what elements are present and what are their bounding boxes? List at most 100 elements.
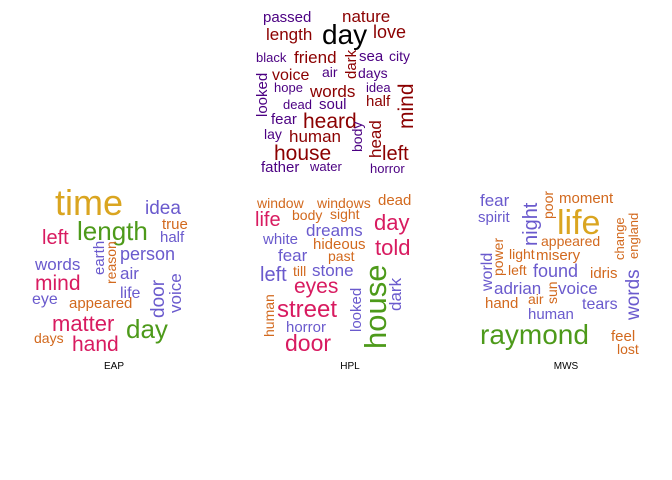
word-top-words: words <box>309 82 355 101</box>
word-hpl-life: life <box>255 209 281 231</box>
word-hpl-dark: dark <box>386 277 405 311</box>
word-mws-power: power <box>490 238 506 276</box>
word-mws-sun: sun <box>544 281 560 304</box>
word-top-heard: heard <box>303 110 357 133</box>
word-top-idea: idea <box>366 80 391 95</box>
word-mws-light: light <box>509 246 535 262</box>
word-eap-matter: matter <box>52 311 114 336</box>
word-eap-appeared: appeared <box>69 295 132 312</box>
word-eap-air: air <box>120 264 139 283</box>
word-eap-hand: hand <box>72 333 119 356</box>
word-mws-voice: voice <box>558 279 598 298</box>
word-mws-hand: hand <box>485 295 518 312</box>
word-hpl-human: human <box>261 294 277 337</box>
word-hpl-windows: windows <box>316 195 371 211</box>
word-eap-words: words <box>34 255 80 274</box>
word-top-days: days <box>358 65 388 81</box>
word-mws-tears: tears <box>582 296 618 313</box>
word-mws-feel: feel <box>611 328 635 345</box>
word-mws-appeared: appeared <box>541 233 600 249</box>
word-top-friend: friend <box>294 48 337 67</box>
word-mws-fear: fear <box>480 191 510 210</box>
word-mws-raymond: raymond <box>480 319 589 350</box>
word-top-left: left <box>382 143 409 165</box>
word-top-fear: fear <box>271 111 297 128</box>
word-top-city: city <box>389 48 410 64</box>
word-top-half: half <box>366 93 391 110</box>
word-mws-words: words <box>623 269 644 321</box>
word-top-horror: horror <box>370 161 405 176</box>
word-hpl-fear: fear <box>278 246 308 265</box>
word-hpl-till: till <box>293 263 306 279</box>
word-mws-left: left <box>508 262 527 278</box>
caption-hpl: HPL <box>340 361 360 372</box>
cloud-hpl: window windows dead life body sight day white dr… <box>255 192 411 356</box>
word-hpl-body: body <box>292 207 322 223</box>
word-hpl-told: told <box>375 235 410 260</box>
word-top-hope: hope <box>274 80 303 95</box>
cloud-mws: fear poor moment spirit night life change engla… <box>478 190 644 357</box>
word-top-mind: mind <box>395 83 418 129</box>
word-hpl-door: door <box>285 330 331 356</box>
word-top-passed: passed <box>263 9 311 26</box>
word-eap-length: length <box>77 216 148 246</box>
word-mws-moment: moment <box>559 190 614 207</box>
word-top-love: love <box>373 22 406 42</box>
word-top-dead: dead <box>283 97 312 112</box>
word-top-water: water <box>309 159 342 174</box>
word-hpl-left: left <box>260 264 287 286</box>
caption-eap: EAP <box>104 361 124 372</box>
word-eap-mind: mind <box>35 272 81 295</box>
word-mws-human: human <box>528 306 574 323</box>
word-mws-lost: lost <box>617 341 639 357</box>
word-top-black: black <box>256 50 287 65</box>
word-eap-reason: reason <box>103 241 119 284</box>
word-top-head: head <box>366 120 385 158</box>
word-hpl-street: street <box>277 296 337 323</box>
word-hpl-past: past <box>328 248 355 264</box>
word-hpl-stone: stone <box>312 261 354 280</box>
word-hpl-sight: sight <box>330 206 360 222</box>
word-mws-england: england <box>626 213 641 259</box>
word-mws-life: life <box>557 204 600 242</box>
caption-mws: MWS <box>554 361 579 372</box>
word-eap-life: life <box>120 285 141 302</box>
word-top-lay: lay <box>264 126 282 142</box>
word-top-father: father <box>261 159 299 176</box>
word-top-looked: looked <box>254 73 271 117</box>
word-hpl-window: window <box>256 195 305 211</box>
word-eap-true: true <box>162 216 188 233</box>
word-hpl-dead: dead <box>378 192 411 209</box>
word-eap-voice: voice <box>166 273 185 313</box>
word-top-human: human <box>289 127 341 146</box>
word-top-day: day <box>322 19 367 50</box>
word-mws-world: world <box>479 253 496 292</box>
word-eap-half: half <box>160 229 185 246</box>
word-eap-eye: eye <box>32 291 58 308</box>
word-hpl-house: house <box>358 265 393 349</box>
word-mws-poor: poor <box>540 191 556 219</box>
word-eap-person: person <box>120 244 175 264</box>
word-mws-change: change <box>612 217 627 260</box>
word-hpl-day: day <box>374 210 409 235</box>
word-top-sea: sea <box>359 48 384 65</box>
word-eap-days: days <box>34 330 64 346</box>
word-eap-time: time <box>55 182 123 223</box>
word-hpl-dreams: dreams <box>306 221 363 240</box>
word-top-dark: dark <box>343 49 360 79</box>
word-eap-earth: earth <box>91 241 108 275</box>
word-hpl-white: white <box>262 231 298 248</box>
word-mws-night: night <box>520 202 542 246</box>
word-eap-left: left <box>42 227 69 249</box>
word-eap-day: day <box>126 314 168 344</box>
word-mws-idris: idris <box>590 265 618 282</box>
word-mws-misery: misery <box>536 247 581 264</box>
word-hpl-looked: looked <box>348 288 365 332</box>
word-top-house: house <box>274 142 331 165</box>
word-top-soul: soul <box>319 96 347 113</box>
word-top-air: air <box>322 64 338 80</box>
word-top-length: length <box>266 25 312 44</box>
